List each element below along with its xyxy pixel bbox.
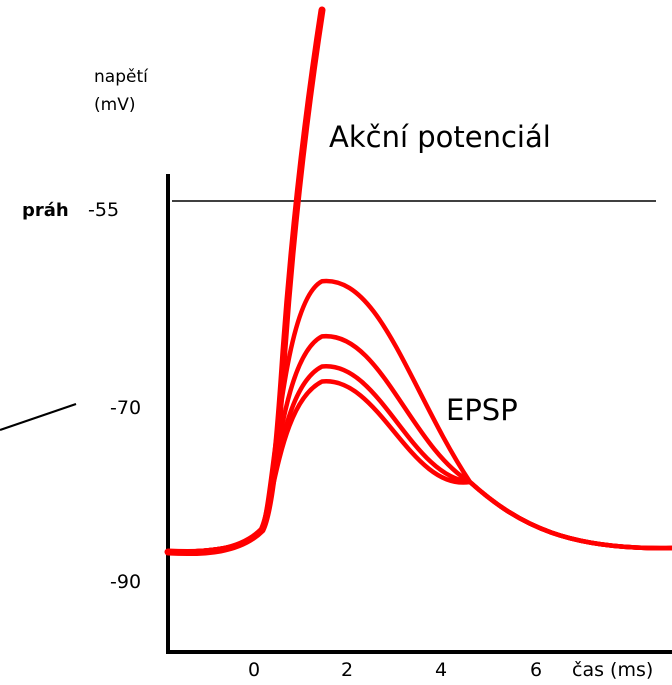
epsp-trace-1 bbox=[165, 278, 672, 555]
epsp-trace-4 bbox=[165, 379, 672, 555]
pointer-line bbox=[0, 402, 77, 432]
y-tick-label-threshold: -55 bbox=[88, 199, 119, 221]
epsp-traces bbox=[165, 278, 672, 555]
y-axis-title-line2: (mV) bbox=[94, 95, 135, 115]
y-tick-label-bottom: -90 bbox=[110, 571, 141, 593]
threshold-label: práh bbox=[22, 200, 69, 221]
action-potential-label: Akční potenciál bbox=[329, 120, 551, 154]
epsp-trace-2 bbox=[165, 334, 672, 555]
x-tick-label-0: 0 bbox=[248, 659, 260, 681]
action-potential-trace bbox=[164, 6, 326, 557]
x-tick-label-4: 4 bbox=[435, 659, 447, 681]
x-tick-label-2: 2 bbox=[341, 659, 353, 681]
y-tick-label-rest: -70 bbox=[110, 397, 141, 419]
y-axis-title-line1: napětí bbox=[94, 67, 149, 87]
epsp-label: EPSP bbox=[446, 393, 518, 427]
x-tick-label-6: 6 bbox=[530, 659, 542, 681]
x-axis-title: čas (ms) bbox=[572, 659, 653, 681]
